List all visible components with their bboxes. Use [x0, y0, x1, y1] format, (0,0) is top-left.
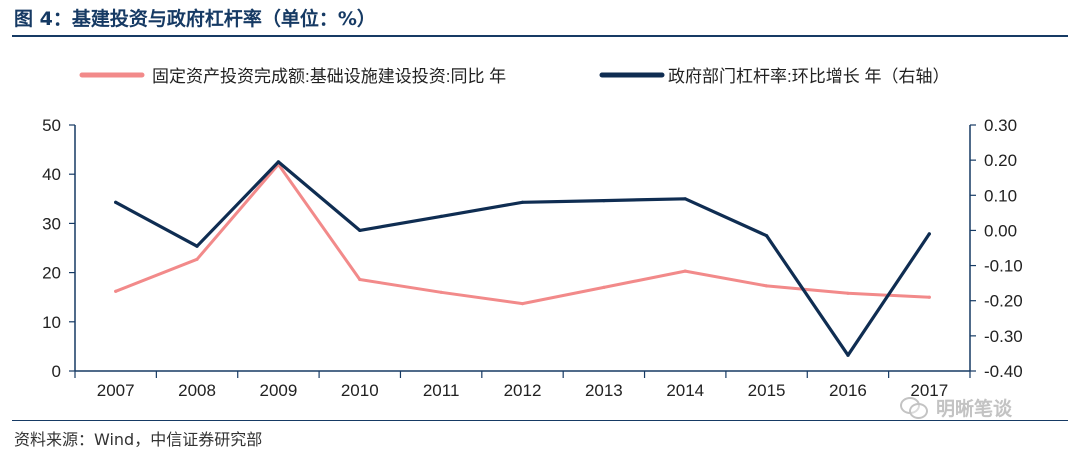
data-point-infrastructure-investment: [439, 290, 443, 294]
left-y-tick-label: 0: [52, 362, 61, 381]
series-layer: [114, 160, 931, 357]
data-point-government-leverage: [276, 160, 280, 164]
right-y-tick-label: -0.10: [984, 257, 1023, 276]
right-y-tick-label: -0.40: [984, 362, 1023, 381]
data-point-government-leverage: [927, 232, 931, 236]
data-point-government-leverage: [602, 199, 606, 203]
x-tick-label: 2011: [423, 381, 460, 400]
x-tick-label: 2013: [585, 381, 623, 400]
series-line-government-leverage: [114, 160, 931, 357]
right-y-tick-label: -0.30: [984, 327, 1023, 346]
right-y-tick-label: 0.30: [984, 116, 1017, 135]
figure-title: 图 4：基建投资与政府杠杆率（单位：%）: [14, 8, 376, 30]
left-y-tick-label: 50: [42, 116, 61, 135]
title-rule: [12, 35, 1068, 37]
right-y-tick-label: -0.20: [984, 292, 1023, 311]
data-point-government-leverage: [846, 353, 850, 357]
watermark: 明晰笔谈: [900, 392, 1060, 422]
legend-label-infrastructure-investment: 固定资产投资完成额:基础设施建设投资:同比 年: [152, 67, 506, 86]
x-tick-label: 2008: [178, 381, 216, 400]
x-tick-label: 2007: [97, 381, 135, 400]
chart: 固定资产投资完成额:基础设施建设投资:同比 年 政府部门杠杆率:环比增长 年（右…: [42, 67, 1023, 400]
left-y-tick-label: 10: [42, 313, 61, 332]
data-point-government-leverage: [114, 200, 118, 204]
left-y-tick-label: 20: [42, 264, 61, 283]
x-tick-label: 2016: [829, 381, 867, 400]
data-point-infrastructure-investment: [114, 289, 118, 293]
left-y-tick-label: 40: [42, 165, 61, 184]
data-point-government-leverage: [520, 200, 525, 204]
x-tick-label: 2017: [910, 381, 948, 400]
axes: 0 10 20 30 40 50 -0.40 -0.30 -0.20 -0.10 0.00 0.10 0…: [42, 116, 1023, 400]
data-point-infrastructure-investment: [195, 257, 199, 261]
left-y-tick-label: 30: [42, 214, 61, 233]
x-tick-label: 2015: [748, 381, 786, 400]
data-point-infrastructure-investment: [602, 285, 606, 289]
watermark-text: 明晰笔谈: [936, 397, 1013, 420]
data-point-infrastructure-investment: [927, 295, 931, 299]
data-point-government-leverage: [765, 234, 769, 238]
data-point-government-leverage: [439, 214, 443, 218]
series-line-infrastructure-investment: [114, 162, 931, 306]
data-point-infrastructure-investment: [683, 269, 687, 273]
data-point-infrastructure-investment: [765, 284, 769, 288]
data-point-infrastructure-investment: [520, 302, 525, 306]
legend: 固定资产投资完成额:基础设施建设投资:同比 年 政府部门杠杆率:环比增长 年（右…: [79, 67, 949, 86]
source-rule: [12, 420, 1068, 421]
right-y-tick-label: 0.10: [984, 186, 1017, 205]
right-y-tick-label: 0.20: [984, 151, 1017, 170]
x-tick-label: 2010: [341, 381, 379, 400]
data-point-government-leverage: [358, 228, 362, 232]
x-tick-label: 2012: [504, 381, 542, 400]
wechat-icon: [900, 395, 928, 419]
data-point-government-leverage: [683, 197, 687, 201]
right-y-tick-label: 0.00: [984, 221, 1017, 240]
data-point-infrastructure-investment: [358, 277, 362, 282]
data-point-infrastructure-investment: [846, 291, 850, 295]
data-point-government-leverage: [195, 244, 199, 248]
x-tick-label: 2014: [666, 381, 704, 400]
x-tick-label: 2009: [259, 381, 297, 400]
source-note: 资料来源：Wind，中信证券研究部: [14, 430, 263, 449]
legend-label-government-leverage: 政府部门杠杆率:环比增长 年（右轴）: [668, 67, 949, 86]
